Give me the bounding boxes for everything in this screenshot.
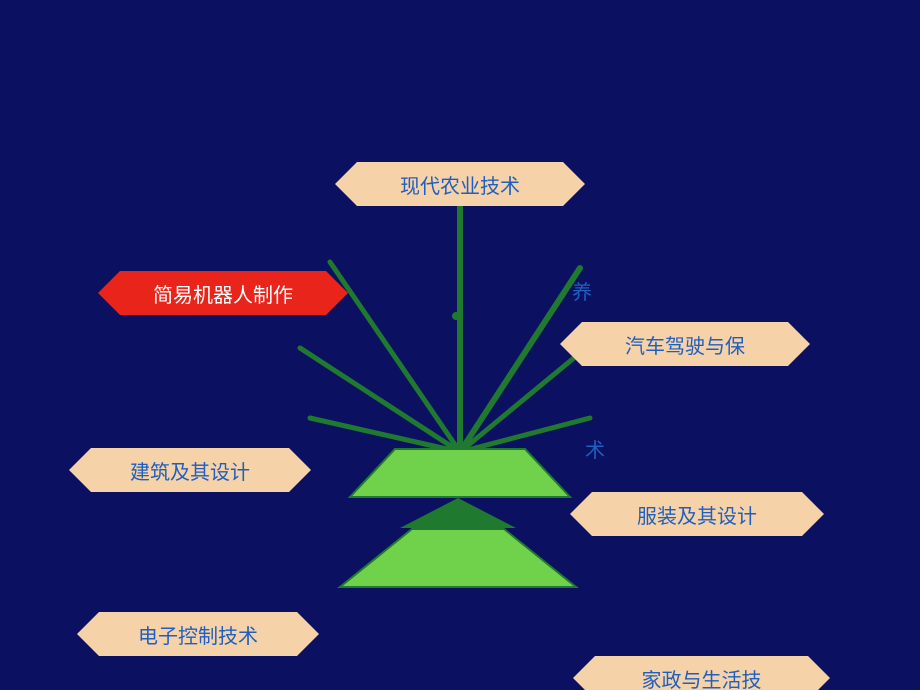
hex-label: 简易机器人制作 — [153, 279, 293, 308]
hex-cap-left — [98, 271, 120, 315]
trapezoid-t1 — [340, 529, 576, 587]
hex-node-n3: 建筑及其设计 — [69, 448, 311, 492]
hex-label: 服装及其设计 — [637, 500, 757, 529]
hex-cap-left — [77, 612, 99, 656]
hex-cap-left — [570, 492, 592, 536]
hex-cap-right — [297, 612, 319, 656]
hex-node-n2: 汽车驾驶与保 — [560, 322, 810, 366]
hex-label: 汽车驾驶与保 — [625, 330, 745, 359]
hex-node-n1: 简易机器人制作 — [98, 271, 348, 315]
hex-label: 电子控制技术 — [138, 620, 258, 649]
pivot-dot — [452, 312, 460, 320]
hex-cap-left — [560, 322, 582, 366]
hex-cap-right — [788, 322, 810, 366]
hex-label: 建筑及其设计 — [130, 456, 250, 485]
hex-label: 家政与生活技 — [642, 664, 762, 690]
hex-label-overflow: 养 — [572, 276, 592, 305]
hex-cap-right — [563, 162, 585, 206]
hex-cap-right — [326, 271, 348, 315]
trapezoid-t2 — [350, 449, 570, 497]
hex-cap-left — [69, 448, 91, 492]
hex-label-overflow: 术 — [585, 434, 605, 463]
hex-cap-right — [802, 492, 824, 536]
hex-node-n6: 家政与生活技 — [573, 656, 830, 690]
hex-node-n4: 服装及其设计 — [570, 492, 824, 536]
edge — [330, 262, 460, 452]
hex-cap-right — [289, 448, 311, 492]
hex-node-n0: 现代农业技术 — [335, 162, 585, 206]
hex-cap-left — [335, 162, 357, 206]
hex-cap-left — [573, 656, 595, 690]
hex-label: 现代农业技术 — [400, 170, 520, 199]
pivot-triangle — [400, 498, 516, 528]
hex-cap-right — [808, 656, 830, 690]
hex-node-n5: 电子控制技术 — [77, 612, 319, 656]
